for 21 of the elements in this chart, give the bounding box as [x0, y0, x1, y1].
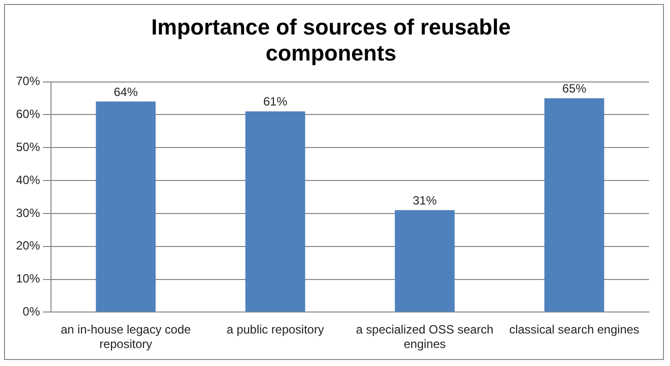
bar	[544, 98, 604, 312]
y-tick-label: 30%	[16, 206, 40, 220]
y-tick-label: 40%	[16, 172, 40, 187]
data-label: 31%	[412, 193, 438, 208]
y-tick-label: 70%	[16, 74, 40, 88]
y-tick-label: 60%	[16, 107, 40, 122]
x-tick-label: an in-house legacy code repository	[60, 322, 192, 352]
y-tick-label: 0%	[22, 304, 40, 319]
bar	[96, 102, 156, 312]
x-tick-label: classical search engines	[509, 322, 640, 337]
data-label: 61%	[263, 94, 288, 109]
y-tick-label: 10%	[16, 272, 40, 286]
y-tick-label: 50%	[16, 140, 40, 154]
bar	[394, 210, 455, 312]
x-tick-label: a specialized OSS search engines	[356, 322, 494, 352]
chart-title: Importance of sources of reusable components	[151, 14, 511, 66]
y-tick-label: 20%	[16, 238, 40, 253]
data-label: 64%	[114, 84, 138, 99]
bar	[245, 111, 306, 312]
x-tick-label: a public repository	[226, 322, 324, 337]
data-label: 65%	[562, 82, 587, 96]
